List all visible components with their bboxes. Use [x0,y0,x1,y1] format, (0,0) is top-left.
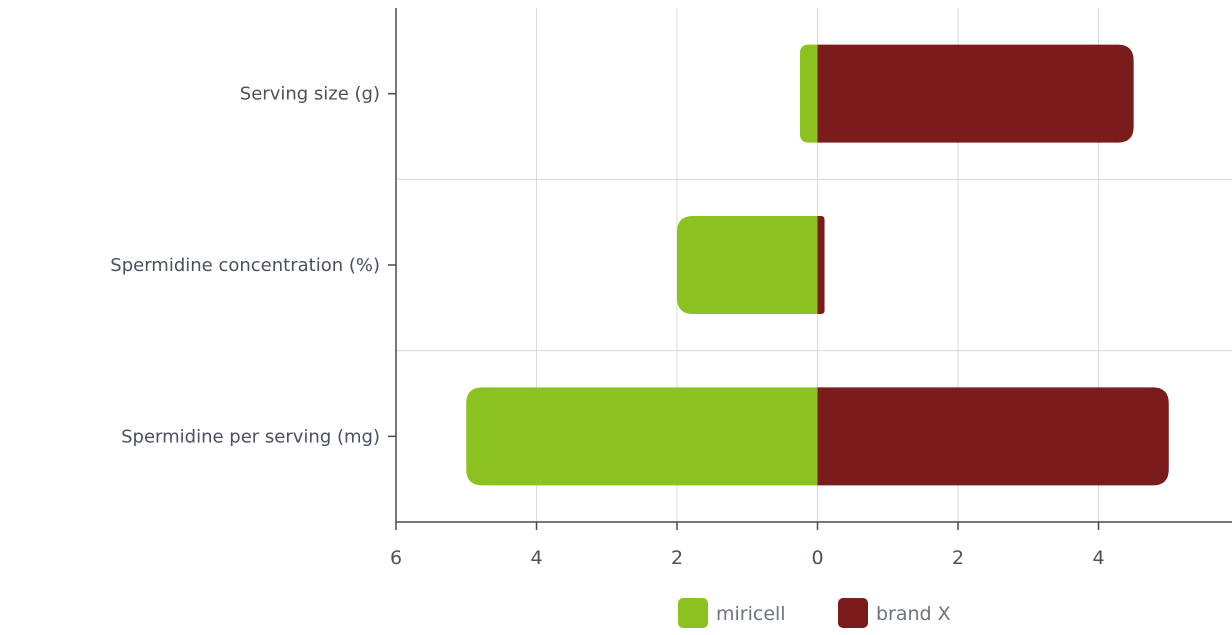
x-tick-label-5: 4 [1092,547,1104,569]
bar-miricell-1[interactable] [677,216,818,314]
bar-brand-x-2[interactable] [817,387,1169,486]
legend-swatch-1[interactable] [838,598,868,628]
category-label-1: Spermidine concentration (%) [110,255,380,276]
legend-label-1[interactable]: brand X [876,603,951,625]
bar-miricell-0[interactable] [799,44,818,143]
legend-label-0[interactable]: miricell [716,603,786,625]
axis-layer: Serving size (g) Spermidine concentration… [110,8,1232,569]
x-tick-label-0: 6 [390,547,402,569]
bar-miricell-2[interactable] [466,387,818,486]
x-tick-label-4: 2 [952,547,964,569]
legend-swatch-0[interactable] [678,598,708,628]
category-label-0: Serving size (g) [240,84,380,105]
category-label-2: Spermidine per serving (mg) [121,426,380,447]
legend[interactable]: miricell brand X [678,598,951,628]
x-tick-label-2: 2 [671,547,683,569]
bars-layer [466,44,1169,486]
bar-brand-x-0[interactable] [817,44,1134,143]
x-tick-label-1: 4 [530,547,542,569]
bar-brand-x-1[interactable] [817,216,825,314]
x-tick-label-3: 0 [811,547,823,569]
